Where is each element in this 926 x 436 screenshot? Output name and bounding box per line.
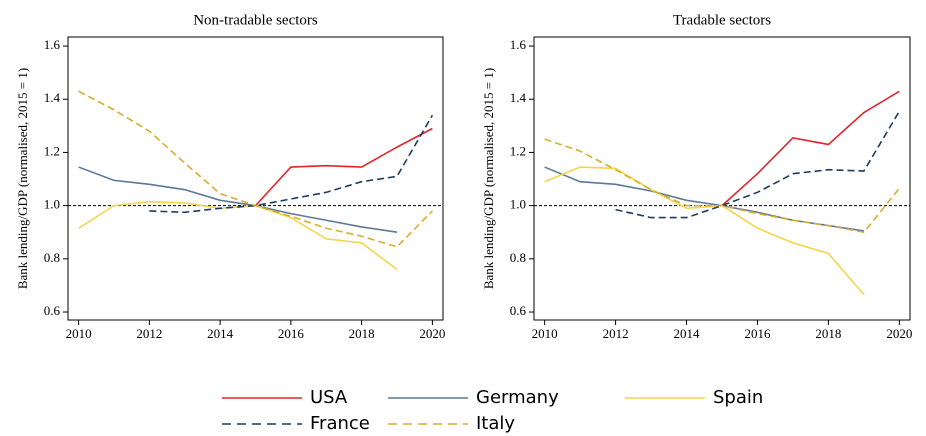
legend-label: France: [310, 413, 370, 434]
x-tick-label: 2010: [532, 326, 558, 341]
x-tick-label: 2012: [603, 326, 629, 341]
y-tick-label: 1.4: [44, 90, 61, 105]
y-tick-label: 1.0: [510, 197, 526, 212]
plot-frame: [67, 36, 444, 321]
y-tick-label: 1.2: [44, 143, 60, 158]
series-line: [78, 90, 433, 248]
series-line: [149, 114, 434, 214]
plot-frame: [533, 36, 911, 321]
y-axis-label: Bank lending/GDP (normalised, 2015 = 1): [481, 68, 496, 289]
x-tick-label: 2010: [66, 326, 92, 341]
x-tick-label: 2014: [207, 326, 234, 341]
y-tick-label: 0.6: [44, 303, 61, 318]
y-tick-label: 1.2: [510, 143, 526, 158]
x-tick-label: 2020: [886, 326, 912, 341]
series-line: [544, 166, 865, 296]
x-tick-label: 2016: [744, 326, 771, 341]
chart-title: Tradable sectors: [673, 12, 771, 28]
x-tick-label: 2018: [349, 326, 375, 341]
legend-label: USA: [310, 387, 348, 408]
x-tick-label: 2018: [815, 326, 841, 341]
y-tick-label: 1.4: [510, 90, 527, 105]
series-line: [78, 200, 398, 271]
y-tick-label: 1.6: [510, 37, 527, 52]
y-tick-label: 0.8: [510, 250, 526, 265]
x-tick-label: 2014: [674, 326, 701, 341]
y-axis-label: Bank lending/GDP (normalised, 2015 = 1): [15, 68, 30, 289]
x-tick-label: 2012: [136, 326, 162, 341]
y-tick-label: 1.0: [44, 197, 60, 212]
legend-label: Italy: [476, 413, 515, 434]
series-line: [615, 110, 901, 219]
series-line: [721, 90, 900, 207]
y-tick-label: 1.6: [44, 37, 61, 52]
x-tick-label: 2016: [278, 326, 305, 341]
series-line: [254, 127, 433, 207]
legend-label: Germany: [476, 387, 559, 408]
legend-label: Spain: [713, 387, 763, 408]
y-tick-label: 0.6: [510, 303, 527, 318]
x-tick-label: 2020: [419, 326, 445, 341]
series-line: [544, 138, 900, 234]
series-line: [78, 166, 398, 234]
y-tick-label: 0.8: [44, 250, 60, 265]
series-line: [544, 166, 865, 232]
chart-title: Non-tradable sectors: [193, 12, 318, 28]
